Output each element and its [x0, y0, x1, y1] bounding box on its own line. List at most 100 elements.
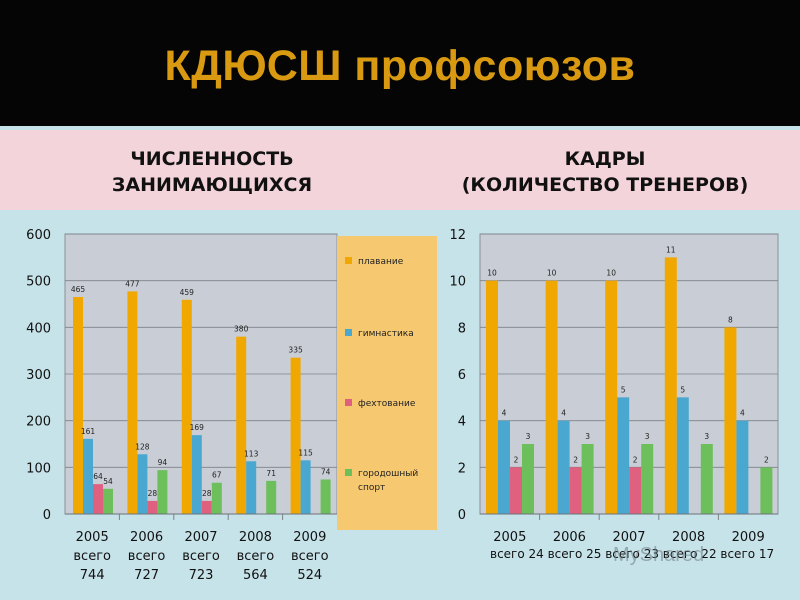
y-tick-label: 6	[458, 368, 466, 383]
y-tick-label: 300	[26, 368, 51, 383]
y-tick-label: 2	[458, 461, 466, 476]
legend-label: фехтование	[358, 399, 416, 409]
data-label: 10	[606, 269, 616, 278]
x-tick-label: 2006	[553, 530, 586, 545]
data-label: 54	[103, 477, 113, 486]
legend-swatch	[345, 329, 352, 336]
data-label: 113	[244, 449, 259, 458]
y-tick-label: 0	[43, 508, 51, 523]
bar	[73, 297, 83, 514]
bar	[486, 280, 498, 514]
bar	[641, 444, 654, 514]
bar	[127, 291, 138, 514]
data-label: 2	[573, 455, 578, 464]
data-label: 459	[180, 288, 195, 297]
x-tick-label: 2006	[130, 530, 163, 545]
legend-label: спорт	[358, 483, 385, 493]
bar	[137, 454, 148, 514]
bar	[181, 299, 192, 514]
data-label: 4	[561, 409, 566, 418]
right-chart-heading: КАДРЫ (КОЛИЧЕСТВО ТРЕНЕРОВ)	[410, 146, 800, 198]
data-label: 465	[71, 285, 86, 294]
x-tick-label: 2009	[293, 530, 326, 545]
bar	[246, 461, 257, 514]
data-label: 64	[93, 472, 103, 481]
data-label: 3	[585, 432, 590, 441]
data-label: 28	[202, 489, 212, 498]
bar	[103, 488, 113, 514]
bar	[629, 467, 642, 514]
category-sublabel: всего 24 всего 25 всего 23 всего 22 всег…	[490, 547, 774, 561]
data-label: 335	[288, 346, 303, 355]
y-tick-label: 0	[458, 508, 466, 523]
bar	[569, 467, 582, 514]
bar	[617, 397, 630, 514]
bar	[700, 444, 713, 514]
y-tick-label: 500	[26, 275, 51, 290]
bar	[191, 435, 202, 514]
data-label: 4	[740, 409, 745, 418]
bar	[211, 482, 222, 514]
bar	[498, 420, 510, 514]
data-label: 8	[728, 315, 733, 324]
bar	[320, 479, 331, 514]
bar	[605, 280, 618, 514]
bar	[266, 480, 277, 514]
x-tick-label: 727	[134, 568, 159, 583]
bar	[201, 500, 212, 514]
data-label: 169	[190, 423, 205, 432]
data-label: 2	[514, 455, 519, 464]
data-label: 3	[704, 432, 709, 441]
legend-box	[337, 236, 437, 530]
legend-swatch	[345, 469, 352, 476]
legend-label: плавание	[358, 257, 404, 267]
x-tick-label: всего	[291, 549, 329, 564]
legend-swatch	[345, 399, 352, 406]
x-tick-label: 2005	[493, 530, 526, 545]
data-label: 94	[158, 458, 168, 467]
bar	[290, 357, 301, 514]
left-chart-heading: ЧИСЛЕННОСТЬ ЗАНИМАЮЩИХСЯ	[62, 146, 362, 198]
x-tick-label: всего	[128, 549, 166, 564]
data-label: 3	[645, 432, 650, 441]
data-label: 74	[321, 467, 331, 476]
x-tick-label: 564	[243, 568, 268, 583]
data-label: 128	[135, 442, 150, 451]
x-tick-label: 2007	[612, 530, 645, 545]
data-label: 11	[666, 245, 676, 254]
x-tick-label: 524	[297, 568, 322, 583]
y-tick-label: 12	[449, 228, 466, 243]
data-label: 28	[148, 489, 158, 498]
x-tick-label: 2007	[184, 530, 217, 545]
legend-label: гимнастика	[358, 329, 414, 339]
bar	[581, 444, 594, 514]
watermark-text: MyShared	[613, 544, 705, 566]
data-label: 3	[526, 432, 531, 441]
data-label: 10	[547, 269, 557, 278]
y-tick-label: 100	[26, 461, 51, 476]
data-label: 2	[764, 455, 769, 464]
right-heading-line-1: КАДРЫ	[564, 148, 646, 170]
x-tick-label: всего	[182, 549, 220, 564]
data-label: 4	[502, 409, 507, 418]
x-tick-label: 2008	[239, 530, 272, 545]
legend-swatch	[345, 257, 352, 264]
x-tick-label: всего	[73, 549, 111, 564]
data-label: 5	[680, 385, 685, 394]
bar	[300, 460, 311, 514]
right-heading-line-2: (КОЛИЧЕСТВО ТРЕНЕРОВ)	[461, 174, 749, 196]
data-label: 115	[298, 448, 313, 457]
y-tick-label: 8	[458, 321, 466, 336]
page-title: КДЮСШ профсоюзов	[164, 42, 636, 90]
bar	[157, 470, 168, 514]
data-label: 71	[266, 469, 276, 478]
x-tick-label: 723	[189, 568, 214, 583]
bar	[522, 444, 534, 514]
heading-band	[0, 130, 800, 210]
left-heading-line-2: ЗАНИМАЮЩИХСЯ	[111, 174, 313, 196]
bar	[664, 257, 677, 514]
bar	[760, 467, 773, 514]
bar	[83, 438, 93, 514]
data-label: 477	[125, 279, 140, 288]
x-tick-label: 744	[80, 568, 105, 583]
